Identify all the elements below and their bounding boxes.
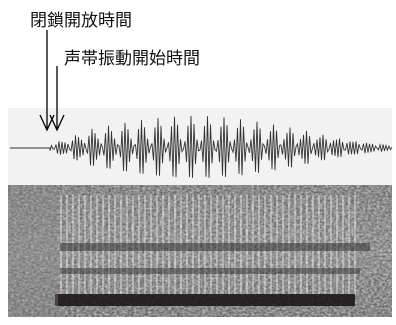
label-closure-release: 閉鎖開放時間 <box>30 11 132 30</box>
formant-band <box>60 268 360 274</box>
spectrogram <box>8 185 392 317</box>
formant-band <box>60 243 370 251</box>
voice-bar <box>55 294 355 306</box>
figure: 閉鎖開放時間 声帯振動開始時間 <box>0 0 396 325</box>
burst-region <box>8 185 58 317</box>
page: 閉鎖開放時間 声帯振動開始時間 (() => { const data = JS… <box>0 0 396 325</box>
label-voice-onset: 声帯振動開始時間 <box>64 49 200 68</box>
